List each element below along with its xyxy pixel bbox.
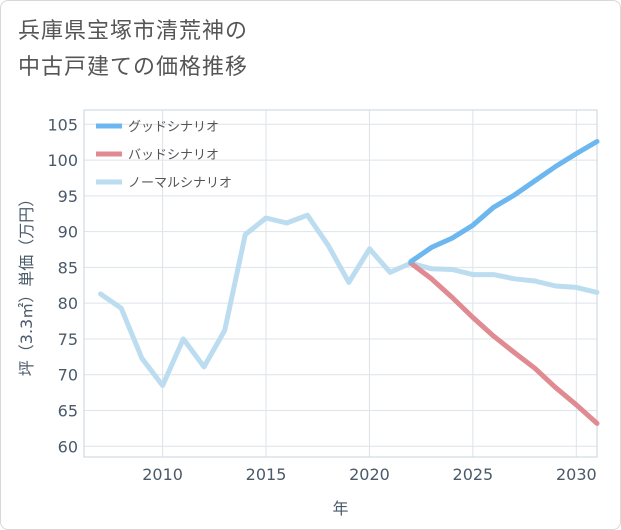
y-tick-label: 80	[58, 294, 78, 313]
y-tick-label: 70	[58, 366, 78, 385]
legend-label: バッドシナリオ	[128, 148, 219, 163]
y-tick-label: 75	[58, 330, 78, 349]
y-tick-label: 60	[58, 437, 78, 456]
legend-label: グッドシナリオ	[128, 120, 219, 135]
series-line-2	[98, 212, 600, 388]
x-tick-label: 2025	[453, 465, 494, 484]
y-tick-label: 95	[58, 187, 78, 206]
y-tick-label: 85	[58, 258, 78, 277]
x-tick-label: 2010	[142, 465, 183, 484]
y-tick-label: 105	[47, 115, 78, 134]
series-line-0	[408, 139, 600, 265]
x-axis-title: 年	[332, 499, 348, 518]
series-line-1	[408, 260, 600, 426]
y-tick-labels: 60 65 70 75 80 85 90 95 100 105	[47, 115, 78, 456]
chart-title: 兵庫県宝塚市清荒神の 中古戸建ての価格推移	[18, 14, 248, 86]
x-tick-label: 2020	[349, 465, 390, 484]
legend-label: ノーマルシナリオ	[128, 176, 232, 191]
plot-border	[83, 109, 598, 458]
chart-title-line2: 中古戸建ての価格推移	[18, 55, 249, 80]
x-tick-label: 2030	[556, 465, 597, 484]
chart-title-line1: 兵庫県宝塚市清荒神の	[18, 19, 249, 44]
y-tick-label: 65	[58, 401, 78, 420]
y-tick-label: 100	[47, 151, 78, 170]
x-tick-label: 2015	[246, 465, 287, 484]
series-lines	[98, 139, 600, 426]
x-tick-labels: 2010 2015 2020 2025 2030	[142, 465, 596, 484]
y-axis-title: 坪（3.3㎡）単価（万円）	[17, 191, 36, 376]
y-tick-label: 90	[58, 223, 78, 242]
